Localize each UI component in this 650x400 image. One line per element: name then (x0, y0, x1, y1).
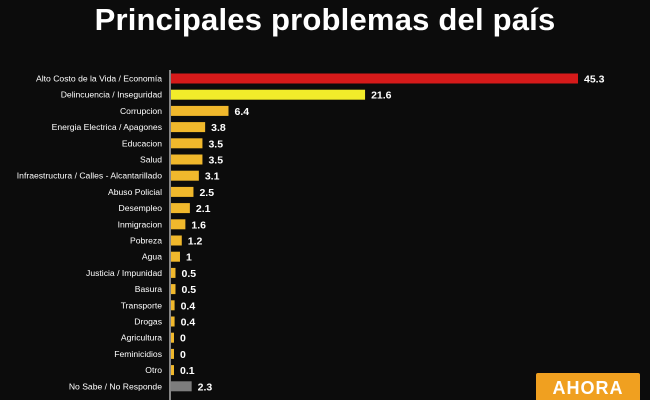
bar (171, 381, 192, 392)
category-label: Energia Electrica / Apagones (52, 122, 162, 132)
category-label: Transporte (121, 300, 162, 310)
bar (171, 332, 174, 343)
value-label: 0.4 (181, 300, 196, 312)
value-label: 1.6 (191, 219, 206, 231)
category-label: Agua (142, 252, 162, 262)
category-label: Educacion (122, 138, 162, 148)
bar (171, 348, 174, 359)
value-label: 1 (186, 252, 192, 264)
category-label: Basura (135, 284, 162, 294)
category-label: Otro (145, 365, 162, 375)
bar (171, 365, 174, 376)
category-label: No Sabe / No Responde (69, 381, 162, 391)
bar (171, 73, 578, 84)
value-label: 3.5 (208, 155, 223, 167)
category-label: Desempleo (119, 203, 163, 213)
value-label: 2.1 (196, 203, 211, 215)
value-label: 3.5 (208, 138, 223, 150)
bar (171, 138, 203, 149)
value-label: 0.5 (181, 268, 196, 280)
category-label: Infraestructura / Calles - Alcantarillad… (17, 171, 162, 181)
bar (171, 284, 176, 295)
bar (171, 122, 206, 133)
bar (171, 203, 190, 214)
bar (171, 235, 182, 246)
bar (171, 105, 229, 116)
category-label: Justicia / Impunidad (86, 268, 162, 278)
bar (171, 170, 199, 181)
category-label: Pobreza (130, 236, 162, 246)
value-label: 3.1 (205, 171, 220, 183)
category-label: Inmigracion (118, 219, 163, 229)
channel-logo: AHORA (536, 373, 640, 400)
bar (171, 186, 194, 197)
value-label: 1.2 (188, 236, 203, 248)
bar (171, 300, 175, 311)
value-label: 6.4 (235, 106, 250, 118)
category-label: Drogas (134, 317, 162, 327)
category-label: Abuso Policial (108, 187, 162, 197)
value-label: 2.5 (199, 187, 214, 199)
category-label: Feminicidios (114, 349, 162, 359)
category-label: Agricultura (121, 333, 162, 343)
value-label: 0 (180, 349, 186, 361)
category-label: Corrupcion (120, 106, 162, 116)
category-label: Salud (140, 155, 162, 165)
chart-title: Principales problemas del país (94, 2, 556, 37)
value-label: 0.5 (181, 284, 196, 296)
value-label: 21.6 (371, 90, 392, 102)
category-label: Alto Costo de la Vida / Economía (36, 74, 162, 84)
value-label: 45.3 (584, 74, 605, 86)
value-label: 3.8 (211, 122, 226, 134)
value-label: 0.1 (180, 365, 195, 377)
category-label: Delincuencia / Inseguridad (61, 90, 162, 100)
value-label: 2.3 (198, 381, 213, 393)
bar (171, 89, 366, 100)
bar (171, 267, 176, 278)
bar (171, 219, 186, 230)
bar (171, 251, 180, 262)
value-label: 0.4 (181, 317, 196, 329)
value-label: 0 (180, 333, 186, 345)
bar (171, 154, 203, 165)
bar (171, 316, 175, 327)
